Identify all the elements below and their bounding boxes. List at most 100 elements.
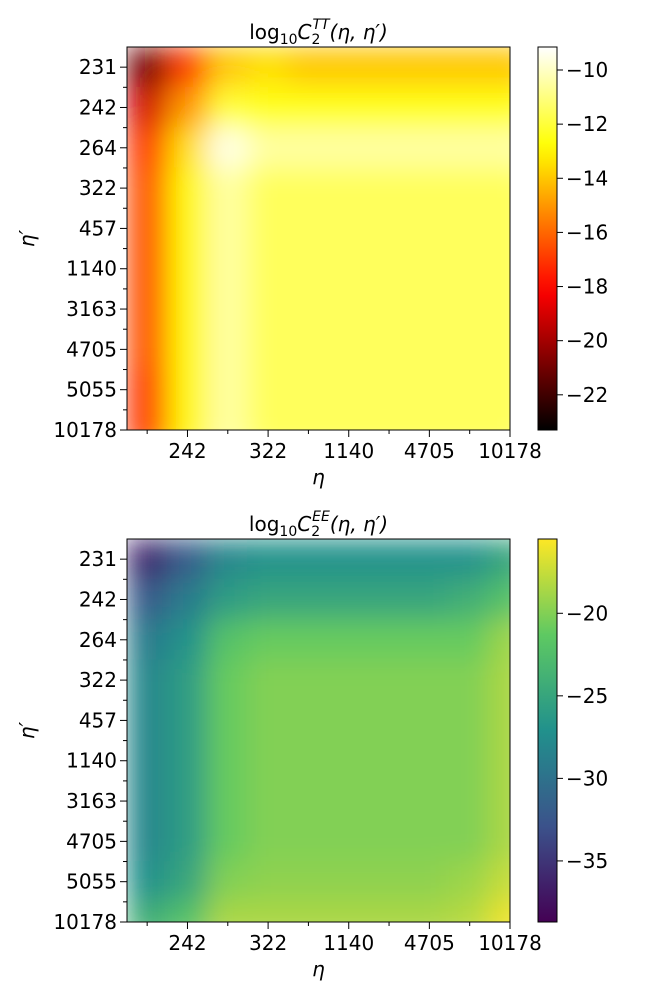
cell (449, 901, 491, 922)
cell (489, 578, 510, 621)
y-tick-label: 10178 (53, 418, 117, 442)
plot-frame (126, 46, 511, 431)
cell (247, 288, 289, 330)
colorbar-tick-label: −10 (566, 58, 608, 82)
cell (408, 861, 451, 903)
cell (449, 539, 491, 580)
cell (207, 47, 249, 88)
colorbar-tick-label: −25 (566, 684, 608, 708)
cell (247, 167, 289, 209)
cell (166, 861, 209, 903)
chart-title: log10C2EE(η, η′) (249, 509, 388, 540)
y-tick-label: 264 (79, 628, 117, 652)
title-part: TT (312, 17, 331, 33)
cell (166, 740, 209, 782)
cell (166, 328, 209, 371)
cell (368, 740, 410, 782)
title-part: C (298, 20, 312, 44)
colorbar-tick-label: −20 (566, 601, 608, 625)
cell (287, 539, 330, 580)
cell (247, 901, 289, 922)
cell (247, 740, 289, 782)
cell (287, 207, 330, 250)
cell (489, 780, 510, 822)
cell (207, 369, 249, 411)
cell (127, 699, 168, 742)
cell (368, 820, 410, 863)
cell (489, 248, 510, 290)
cell (489, 619, 510, 661)
x-tick-label: 10178 (478, 931, 542, 955)
colorbar-tick-label: −20 (566, 329, 608, 353)
cell (449, 861, 491, 903)
cell (408, 901, 451, 922)
cell (489, 409, 510, 430)
cell (207, 901, 249, 922)
cell (166, 288, 209, 330)
cell (328, 740, 370, 782)
cell (408, 47, 451, 88)
y-axis-label: η′ (15, 229, 39, 247)
cell (166, 619, 209, 661)
cell (287, 47, 330, 88)
cell (368, 127, 410, 169)
cell (328, 578, 370, 621)
cell (287, 248, 330, 290)
colorbar-tick-label: −18 (566, 275, 608, 299)
cell (368, 207, 410, 250)
colorbar-tick-label: −30 (566, 766, 608, 790)
cell (127, 619, 168, 661)
title-part: 10 (279, 524, 297, 540)
cell (449, 328, 491, 371)
cell (166, 578, 209, 621)
y-tick-label: 264 (79, 136, 117, 160)
cell (247, 86, 289, 129)
cell (408, 820, 451, 863)
cell (247, 248, 289, 290)
cell (408, 127, 451, 169)
cell (207, 861, 249, 903)
cell (328, 207, 370, 250)
cell (368, 167, 410, 209)
cell (207, 409, 249, 430)
cell (489, 901, 510, 922)
y-tick-label: 5055 (66, 378, 117, 402)
cell (489, 86, 510, 129)
cell (449, 207, 491, 250)
cell (328, 328, 370, 371)
cell (207, 699, 249, 742)
cell (449, 288, 491, 330)
title-part: (η, η′) (330, 512, 388, 536)
cell (449, 248, 491, 290)
cell (328, 901, 370, 922)
cell (166, 659, 209, 701)
y-tick-label: 242 (79, 95, 117, 119)
cell (127, 901, 168, 922)
cell (247, 409, 289, 430)
cell (489, 288, 510, 330)
cell (328, 861, 370, 903)
cell (287, 578, 330, 621)
y-tick-label: 5055 (66, 870, 117, 894)
cell (287, 369, 330, 411)
y-tick-label: 457 (79, 216, 117, 240)
y-axis-label: η′ (15, 721, 39, 739)
cell (449, 409, 491, 430)
cell (328, 619, 370, 661)
cell (127, 578, 168, 621)
cell (368, 288, 410, 330)
cell (328, 167, 370, 209)
y-tick-label: 4705 (66, 337, 117, 361)
title-part: C (297, 512, 311, 536)
cell (247, 578, 289, 621)
cell (489, 328, 510, 371)
cell (207, 207, 249, 250)
cell (368, 409, 410, 430)
cell (166, 207, 209, 250)
cell (328, 780, 370, 822)
cell (368, 659, 410, 701)
x-tick-label: 1140 (323, 439, 374, 463)
cell (247, 820, 289, 863)
cell (166, 780, 209, 822)
